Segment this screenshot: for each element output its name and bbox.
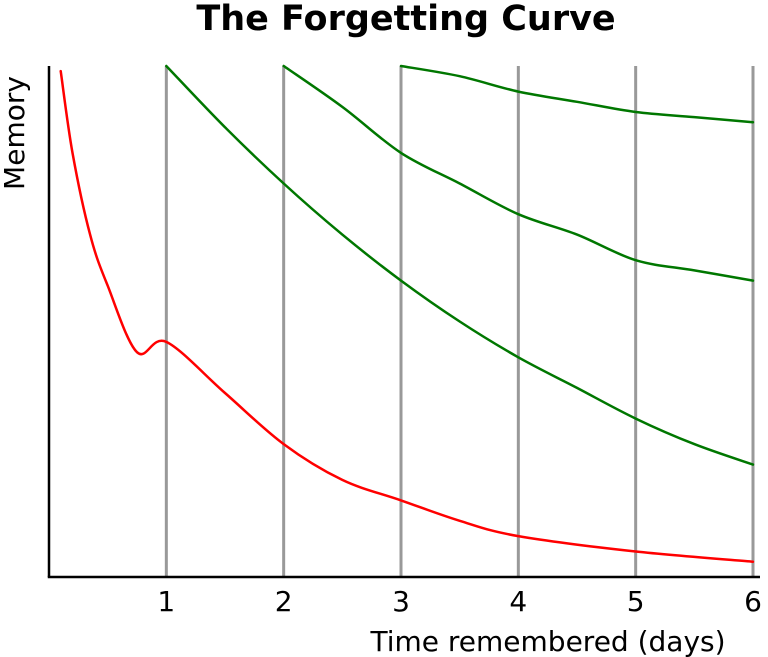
x-tick-labels: 1 2 3 4 5 6 [157,585,761,618]
x-tick-label: 2 [275,585,293,618]
x-tick-label: 1 [157,585,175,618]
chart-title: The Forgetting Curve [196,0,615,39]
review-curve-line [165,64,755,466]
y-axis-label: Memory [0,76,31,190]
series-lines [59,64,755,563]
x-tick-label: 4 [509,585,527,618]
review-curve-line [282,64,755,282]
x-axis-label: Time remembered (days) [369,625,725,657]
x-tick-label: 3 [392,585,410,618]
review-curve-line [399,64,755,124]
x-tick-label: 5 [627,585,645,618]
gridlines [164,66,755,577]
forgetting-curve-line [59,69,755,563]
x-tick-label: 6 [744,585,762,618]
